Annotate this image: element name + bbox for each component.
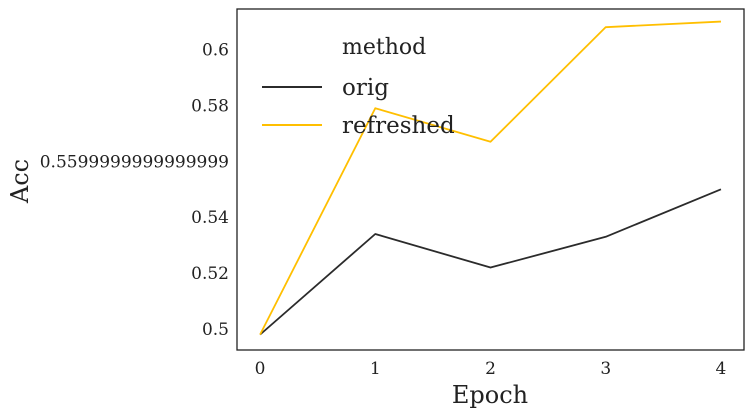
y-tick-labels: 0.5 0.52 0.54 0.5599999999999999 0.58 0.6 xyxy=(40,41,229,341)
y-tick-label: 0.6 xyxy=(202,41,229,61)
y-tick-label: 0.58 xyxy=(191,96,229,116)
x-tick-label: 1 xyxy=(370,359,381,379)
series-line-orig xyxy=(259,188,722,336)
legend-label-orig: orig xyxy=(342,75,389,101)
x-axis-label: Epoch xyxy=(452,381,528,409)
x-tick-label: 4 xyxy=(716,359,727,379)
y-tick-label: 0.5599999999999999 xyxy=(40,152,229,172)
y-tick-label: 0.5 xyxy=(202,320,229,340)
series-line-refreshed xyxy=(259,20,721,336)
x-tick-labels: 0 1 2 3 4 xyxy=(255,359,727,379)
y-tick-label: 0.54 xyxy=(191,208,229,228)
legend: method orig refreshed xyxy=(262,35,455,139)
series-lines xyxy=(259,20,722,336)
legend-label-refreshed: refreshed xyxy=(342,113,455,139)
y-tick-label: 0.52 xyxy=(191,264,229,284)
x-tick-label: 3 xyxy=(600,359,611,379)
legend-title: method xyxy=(342,35,426,60)
plot-frame xyxy=(236,8,745,351)
y-axis-label: Acc xyxy=(6,159,34,204)
x-tick-label: 2 xyxy=(485,359,496,379)
x-tick-label: 0 xyxy=(255,359,266,379)
